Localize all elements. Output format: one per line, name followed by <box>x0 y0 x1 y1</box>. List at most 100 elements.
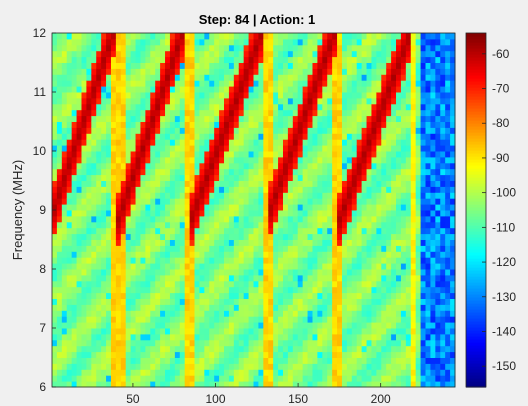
heatmap-cell <box>346 50 353 58</box>
heatmap-cell <box>435 286 441 294</box>
heatmap-cell <box>115 50 122 58</box>
heatmap-cell <box>346 192 353 199</box>
heatmap-cell <box>341 304 348 311</box>
heatmap-cell <box>337 322 343 329</box>
heatmap-cell <box>184 192 191 199</box>
heatmap-cell <box>71 239 78 246</box>
heatmap-cell <box>184 328 191 335</box>
heatmap-cell <box>165 80 171 87</box>
heatmap-cell <box>130 257 137 264</box>
heatmap-cell <box>292 180 299 187</box>
heatmap-cell <box>160 233 166 240</box>
heatmap-cell <box>209 180 215 187</box>
heatmap-cell <box>155 298 161 305</box>
heatmap-cell <box>332 162 338 170</box>
heatmap-cell <box>351 339 358 347</box>
heatmap-cell <box>52 310 58 317</box>
heatmap-cell <box>120 351 127 358</box>
heatmap-cell <box>238 280 245 288</box>
heatmap-cell <box>243 86 250 93</box>
heatmap-cell <box>179 369 186 376</box>
heatmap-cell <box>184 292 191 299</box>
heatmap-cell <box>268 162 274 170</box>
heatmap-cell <box>179 316 186 323</box>
heatmap-cell <box>169 304 176 311</box>
heatmap-cell <box>292 198 299 205</box>
heatmap-cell <box>273 298 279 305</box>
heatmap-cell <box>160 263 166 270</box>
heatmap-cell <box>209 304 215 311</box>
heatmap-cell <box>292 304 299 311</box>
heatmap-cell <box>391 139 397 146</box>
heatmap-cell <box>282 328 289 335</box>
heatmap-cell <box>219 92 225 99</box>
heatmap-cell <box>278 328 284 335</box>
heatmap-cell <box>366 162 372 170</box>
heatmap-cell <box>282 103 289 111</box>
heatmap-cell <box>430 186 436 193</box>
heatmap-cell <box>61 180 68 187</box>
heatmap-cell <box>332 33 338 40</box>
heatmap-cell <box>371 204 377 211</box>
heatmap-cell <box>199 221 205 229</box>
heatmap-cell <box>327 168 333 176</box>
heatmap-cell <box>371 251 377 258</box>
heatmap-cell <box>425 269 431 276</box>
heatmap-cell <box>106 221 112 229</box>
heatmap-cell <box>297 322 304 329</box>
heatmap-cell <box>165 186 171 193</box>
heatmap-cell <box>297 44 304 52</box>
heatmap-cell <box>317 263 323 270</box>
heatmap-cell <box>440 210 446 217</box>
heatmap-cell <box>297 162 304 170</box>
heatmap-cell <box>189 280 196 288</box>
heatmap-cell <box>101 33 107 40</box>
heatmap-cell <box>169 357 176 364</box>
heatmap-cell <box>165 97 171 105</box>
heatmap-cell <box>140 186 146 193</box>
heatmap-cell <box>86 151 92 158</box>
heatmap-cell <box>302 151 309 158</box>
heatmap-cell <box>130 345 137 353</box>
heatmap-cell <box>76 86 82 93</box>
heatmap-cell <box>332 375 338 382</box>
heatmap-cell <box>366 310 372 317</box>
heatmap-cell <box>174 186 181 193</box>
heatmap-cell <box>233 257 240 264</box>
heatmap-cell <box>450 210 456 217</box>
heatmap-cell <box>366 68 372 75</box>
heatmap-cell <box>66 381 73 388</box>
heatmap-cell <box>81 92 87 99</box>
heatmap-cell <box>120 257 127 264</box>
heatmap-cell <box>273 363 279 370</box>
heatmap-cell <box>96 97 102 105</box>
heatmap-cell <box>445 204 451 211</box>
heatmap-cell <box>405 328 412 335</box>
heatmap-cell <box>179 115 186 122</box>
heatmap-cell <box>312 127 318 134</box>
heatmap-cell <box>224 274 230 282</box>
heatmap-cell <box>400 227 407 235</box>
heatmap-cell <box>228 127 235 134</box>
heatmap-cell <box>351 156 358 164</box>
heatmap-cell <box>405 133 412 140</box>
heatmap-cell <box>160 269 166 276</box>
heatmap-cell <box>243 286 250 294</box>
heatmap-cell <box>199 351 205 358</box>
heatmap-cell <box>327 62 333 69</box>
heatmap-cell <box>376 97 382 105</box>
heatmap-cell <box>292 151 299 158</box>
heatmap-cell <box>278 298 284 305</box>
heatmap-cell <box>278 162 284 170</box>
heatmap-cell <box>292 381 299 388</box>
heatmap-cell <box>81 80 87 87</box>
heatmap-cell <box>302 257 309 264</box>
heatmap-cell <box>366 151 372 158</box>
heatmap-cell <box>56 269 63 276</box>
heatmap-cell <box>381 215 387 223</box>
heatmap-cell <box>341 375 348 382</box>
heatmap-cell <box>194 174 200 181</box>
heatmap-cell <box>233 33 240 40</box>
heatmap-cell <box>435 251 441 258</box>
heatmap-cell <box>125 115 132 122</box>
